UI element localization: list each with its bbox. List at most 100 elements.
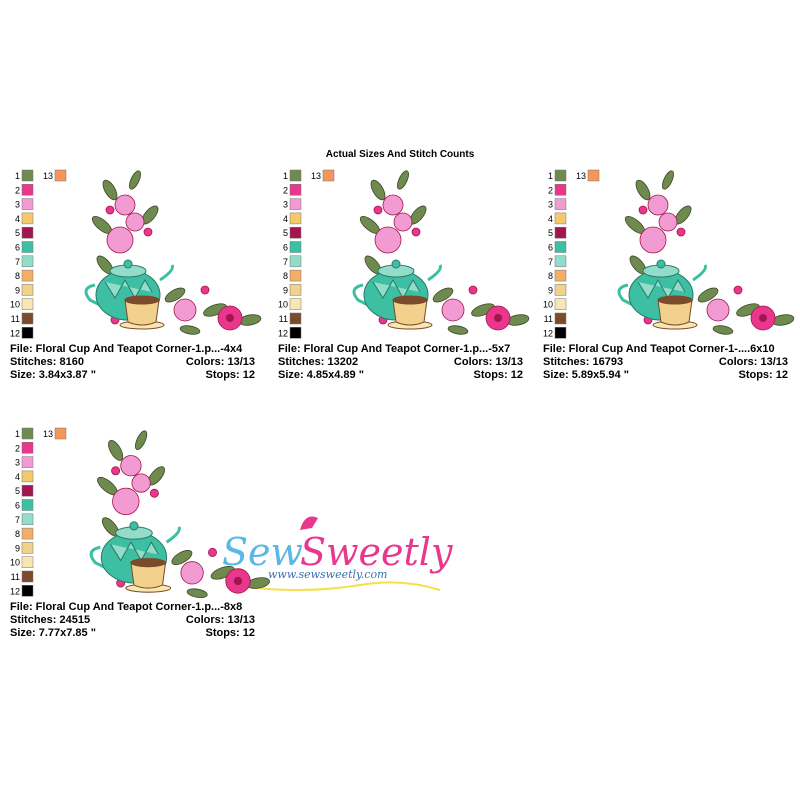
swatch-number: 9: [15, 543, 20, 553]
swatch-number: 1: [548, 171, 553, 181]
swatch-number: 4: [15, 472, 20, 482]
colors: Colors: 13/13: [186, 356, 255, 368]
swatch-number: 10: [10, 300, 20, 310]
swatch: [554, 327, 567, 339]
swatch: [554, 212, 567, 225]
swatch: [554, 184, 567, 196]
swatch: [289, 312, 302, 325]
swatch-number: 8: [548, 271, 553, 281]
swatch: [289, 241, 302, 253]
stops: Stops: 12: [738, 369, 788, 381]
embroidery-design: [617, 167, 797, 338]
swatch: [554, 198, 567, 210]
swatch-number: 5: [283, 228, 288, 238]
swatch-number: 2: [15, 443, 20, 453]
logo-word: Sew: [222, 530, 303, 574]
swatch-number: 7: [15, 257, 20, 267]
swatch-number: 2: [283, 185, 288, 195]
swatch: [289, 269, 302, 282]
stops: Stops: 12: [205, 369, 255, 381]
swatch-number: 8: [283, 271, 288, 281]
swatch-number: 11: [11, 314, 20, 324]
swatch-number: 13: [311, 171, 321, 181]
stops: Stops: 12: [205, 627, 255, 639]
embroidery-design: [89, 427, 272, 601]
file-name: File: Floral Cup And Teapot Corner-1.p..…: [278, 343, 510, 355]
stops: Stops: 12: [473, 369, 523, 381]
logo-word: Sweetly: [300, 530, 453, 574]
swatch-number: 3: [15, 458, 20, 468]
swatch-number: 1: [15, 171, 20, 181]
swatch: [21, 169, 34, 182]
stitches: Stitches: 8160: [10, 356, 84, 368]
swatch-number: 12: [10, 586, 20, 596]
swatch: [21, 556, 34, 568]
file-name: File: Floral Cup And Teapot Corner-1-...…: [543, 343, 775, 355]
swatch: [21, 427, 34, 440]
swatch-number: 11: [544, 314, 553, 324]
swatch: [21, 312, 34, 325]
swatch-number: 6: [15, 501, 20, 511]
swatch-number: 10: [278, 300, 288, 310]
file-name: File: Floral Cup And Teapot Corner-1.p..…: [10, 601, 242, 613]
swatch: [554, 226, 567, 239]
swatch-number: 3: [283, 200, 288, 210]
size: Size: 7.77x7.85 ": [10, 627, 96, 639]
swatch-number: 2: [548, 185, 553, 195]
swatch-number: 13: [43, 429, 53, 439]
swatch-number: 10: [543, 300, 553, 310]
swatch: [587, 169, 600, 182]
swatch-number: 7: [15, 515, 20, 525]
swatch: [289, 169, 302, 182]
logo-url: www.sewsweetly.com: [268, 568, 388, 581]
swatch-number: 8: [15, 271, 20, 281]
swatch: [289, 284, 302, 296]
swatch: [554, 298, 567, 310]
swatch: [21, 269, 34, 282]
swatch-number: 8: [15, 529, 20, 539]
swatch: [554, 312, 567, 325]
swatch-number: 12: [543, 328, 553, 338]
swatch: [289, 226, 302, 239]
swirl: [229, 581, 441, 591]
title: Actual Sizes And Stitch Counts: [326, 149, 475, 160]
swatch: [21, 241, 34, 253]
swatch: [289, 212, 302, 225]
swatch: [54, 427, 67, 440]
swatch: [21, 585, 34, 597]
size: Size: 5.89x5.94 ": [543, 369, 629, 381]
logo: Sew Sweetly www.sewsweetly.com: [222, 516, 453, 591]
swatch: [21, 570, 34, 583]
swatch-number: 5: [15, 486, 20, 496]
stitches: Stitches: 24515: [10, 614, 90, 626]
swatch-number: 2: [15, 185, 20, 195]
swatch-number: 7: [548, 257, 553, 267]
swatch: [21, 456, 34, 468]
swatch-number: 1: [15, 429, 20, 439]
swatch-number: 3: [15, 200, 20, 210]
swatch: [289, 298, 302, 310]
swatch: [21, 298, 34, 310]
size: Size: 3.84x3.87 ": [10, 369, 96, 381]
swatch-number: 9: [15, 285, 20, 295]
swatch: [21, 327, 34, 339]
swatch: [21, 226, 34, 239]
swatch: [21, 527, 34, 540]
swatch: [21, 198, 34, 210]
swatch-number: 3: [548, 200, 553, 210]
swatch-number: 9: [548, 285, 553, 295]
colors: Colors: 13/13: [186, 614, 255, 626]
swatch-number: 5: [15, 228, 20, 238]
swatch-number: 11: [279, 314, 288, 324]
embroidery-design: [84, 167, 264, 338]
swatch-number: 7: [283, 257, 288, 267]
swatch-number: 12: [278, 328, 288, 338]
size: Size: 4.85x4.89 ": [278, 369, 364, 381]
swatch: [554, 241, 567, 253]
swatch-number: 12: [10, 328, 20, 338]
embroidery-design: [352, 167, 532, 338]
swatch: [289, 184, 302, 196]
swatch: [554, 255, 567, 268]
swatch: [21, 470, 34, 483]
